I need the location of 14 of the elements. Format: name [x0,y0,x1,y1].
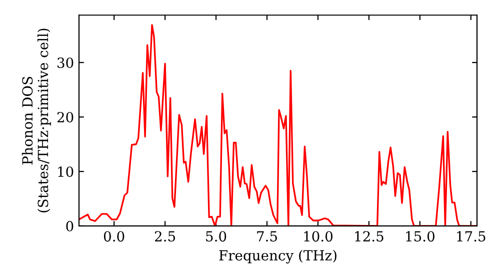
x-tick-label: 15.0 [406,231,434,242]
x-tick-label: 17.5 [457,231,486,242]
x-tick-label: 7.5 [257,231,277,242]
x-tick-label: 12.5 [355,231,384,242]
y-tick-label: 10 [58,166,74,177]
x-tick-label: 5.0 [206,231,226,242]
y-tick-label: 0 [66,220,74,232]
y-tick-label: 20 [57,112,74,122]
y-axis-title: Phonon DOS (States/THz·primitive cell) [22,28,51,212]
x-tick-label: 2.5 [154,231,176,242]
x-axis-title: Frequency (THz) [219,250,336,264]
x-tick-label: 0.0 [104,231,124,242]
x-tick-label: 10.0 [304,231,333,242]
y-tick-label: 30 [58,57,74,68]
